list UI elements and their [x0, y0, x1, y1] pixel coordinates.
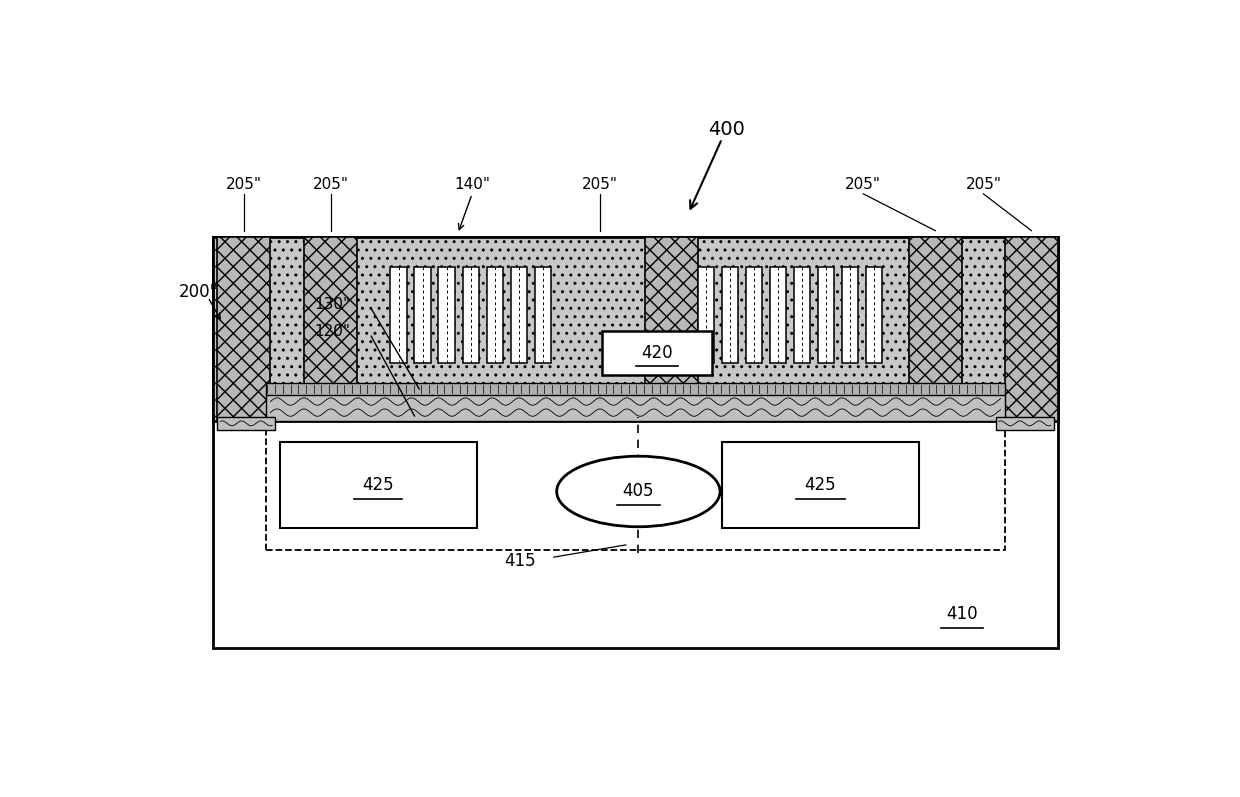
- Text: 420: 420: [641, 344, 673, 362]
- Text: 415: 415: [505, 552, 536, 570]
- Bar: [213, 237, 1058, 648]
- Text: 120": 120": [315, 324, 351, 340]
- Text: 205": 205": [312, 177, 348, 192]
- Text: 400: 400: [708, 120, 745, 139]
- Text: 410: 410: [946, 605, 978, 623]
- Bar: [265, 414, 1006, 550]
- Bar: [265, 383, 1006, 395]
- Text: 200": 200": [179, 283, 218, 301]
- Bar: [698, 268, 714, 363]
- Bar: [463, 268, 479, 363]
- Text: 205": 205": [227, 177, 263, 192]
- Bar: [511, 268, 527, 363]
- Bar: [414, 268, 430, 363]
- Text: 205": 205": [966, 177, 1002, 192]
- Bar: [486, 268, 503, 363]
- Bar: [601, 331, 713, 375]
- Bar: [391, 268, 407, 363]
- Bar: [280, 442, 477, 528]
- Text: 205": 205": [582, 177, 618, 192]
- Bar: [304, 237, 357, 421]
- Bar: [217, 417, 275, 430]
- Text: 425: 425: [805, 477, 836, 494]
- Text: 205": 205": [846, 177, 882, 192]
- Text: 425: 425: [362, 477, 394, 494]
- Bar: [645, 237, 698, 421]
- Bar: [909, 237, 962, 421]
- Bar: [1006, 237, 1059, 421]
- Bar: [818, 268, 835, 363]
- Bar: [794, 268, 811, 363]
- Bar: [217, 237, 270, 421]
- Bar: [996, 417, 1054, 430]
- Bar: [722, 268, 738, 363]
- Bar: [213, 237, 1058, 421]
- Bar: [534, 268, 551, 363]
- Text: 130": 130": [315, 296, 351, 312]
- Bar: [842, 268, 858, 363]
- Bar: [265, 393, 1006, 421]
- Bar: [746, 268, 763, 363]
- Bar: [439, 268, 455, 363]
- Bar: [866, 268, 883, 363]
- Bar: [722, 442, 919, 528]
- Text: 140": 140": [454, 177, 490, 192]
- Text: 405: 405: [622, 482, 655, 501]
- Ellipse shape: [557, 456, 720, 527]
- Bar: [770, 268, 786, 363]
